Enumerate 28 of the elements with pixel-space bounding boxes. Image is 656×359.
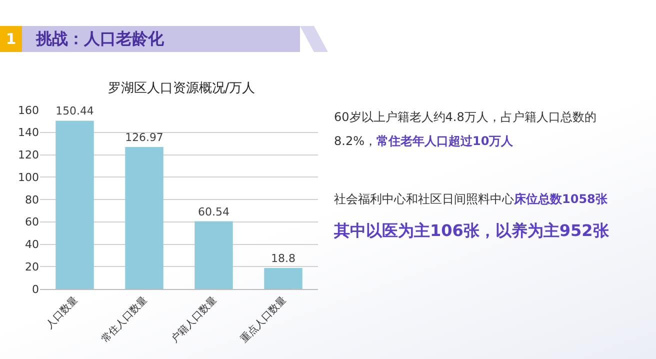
y-tick-label: 160 (18, 104, 39, 117)
bar (264, 268, 302, 289)
x-tick-label: 重点人口数量 (238, 294, 289, 346)
text: 60岁以上户籍老人约4.8万人，占户籍人口总数的 (334, 110, 596, 124)
text: 床位总数1058张 (514, 192, 608, 206)
y-tick-label: 40 (25, 238, 39, 252)
chart-subtitle: 罗湖区人口资源概况/万人 (108, 80, 256, 96)
y-tick-label: 60 (25, 216, 39, 229)
y-tick-label: 0 (32, 282, 39, 296)
x-tick-label: 常住人口数量 (98, 294, 150, 346)
bar (194, 221, 233, 289)
y-tick-label: 120 (18, 148, 39, 162)
chart-title: 挑战：人口老龄化 (22, 26, 300, 52)
text: 其中以医为主106张，以养为主952张 (334, 221, 610, 240)
data-label: 150.44 (56, 104, 94, 118)
bar (125, 146, 164, 289)
text: 常住老年人口超过10万人 (376, 134, 514, 148)
x-tick-label: 户籍人口数量 (168, 294, 220, 346)
data-label: 18.8 (271, 252, 296, 265)
data-label: 126.97 (125, 130, 164, 144)
y-tick-label: 80 (25, 193, 39, 206)
y-tick-label: 140 (18, 126, 39, 140)
x-tick-label: 人口数量 (44, 294, 80, 331)
y-tick-label: 100 (18, 170, 39, 184)
text: 1 (0, 26, 22, 52)
y-tick-label: 20 (25, 260, 39, 274)
bar (56, 120, 94, 289)
data-label: 60.54 (198, 205, 230, 218)
